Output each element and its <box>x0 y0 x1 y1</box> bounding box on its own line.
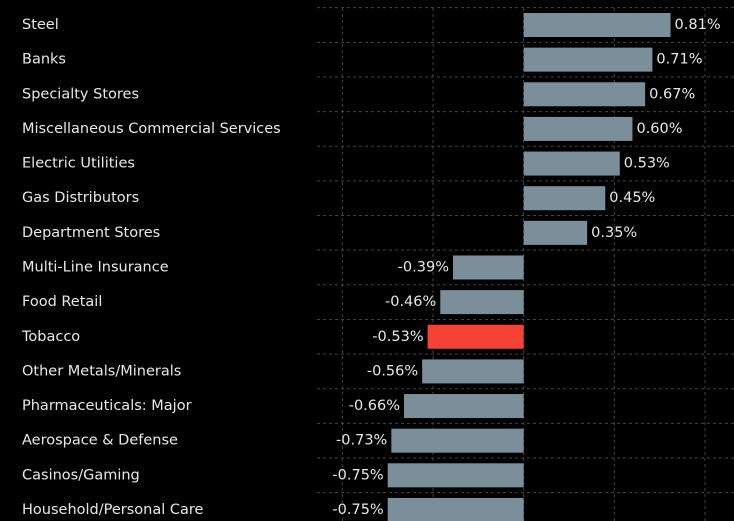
bar <box>523 220 588 245</box>
bar <box>404 394 524 419</box>
category-label: Steel <box>22 17 59 33</box>
value-label: -0.46% <box>385 294 436 310</box>
value-label: 0.60% <box>636 121 682 137</box>
category-label: Casinos/Gaming <box>22 467 140 483</box>
category-label: Aerospace & Defense <box>22 433 178 449</box>
bar <box>440 290 524 315</box>
value-label: 0.71% <box>656 52 702 68</box>
bar <box>523 82 646 107</box>
value-label: -0.56% <box>367 363 418 379</box>
value-label: 0.45% <box>609 190 655 206</box>
category-label: Household/Personal Care <box>22 502 204 518</box>
value-label: 0.35% <box>591 225 637 241</box>
category-label: Banks <box>22 52 66 68</box>
bar <box>391 428 524 453</box>
value-label: -0.66% <box>349 398 400 414</box>
bar <box>452 255 524 280</box>
bar <box>523 47 653 72</box>
value-label: 0.81% <box>675 17 721 33</box>
category-label: Department Stores <box>22 225 160 241</box>
bar <box>523 186 606 211</box>
category-label: Electric Utilities <box>22 156 135 172</box>
value-label: -0.73% <box>336 433 387 449</box>
bar <box>523 13 671 37</box>
category-label: Gas Distributors <box>22 190 139 206</box>
category-label: Miscellaneous Commercial Services <box>22 121 281 137</box>
category-label: Tobacco <box>21 329 80 345</box>
category-label: Specialty Stores <box>22 86 139 102</box>
bar <box>422 359 524 384</box>
value-label: -0.75% <box>332 467 383 483</box>
bar <box>387 463 524 488</box>
bar <box>387 497 524 521</box>
value-label: -0.75% <box>332 502 383 518</box>
bar <box>523 151 620 176</box>
category-label: Food Retail <box>22 294 102 310</box>
value-label: 0.53% <box>624 156 670 172</box>
bar <box>523 116 633 141</box>
bar <box>427 324 524 349</box>
value-label: -0.39% <box>398 259 449 275</box>
category-label: Multi-Line Insurance <box>22 259 169 275</box>
category-label: Other Metals/Minerals <box>22 363 181 379</box>
value-label: -0.53% <box>372 329 423 345</box>
category-label: Pharmaceuticals: Major <box>22 398 192 414</box>
value-label: 0.67% <box>649 86 695 102</box>
